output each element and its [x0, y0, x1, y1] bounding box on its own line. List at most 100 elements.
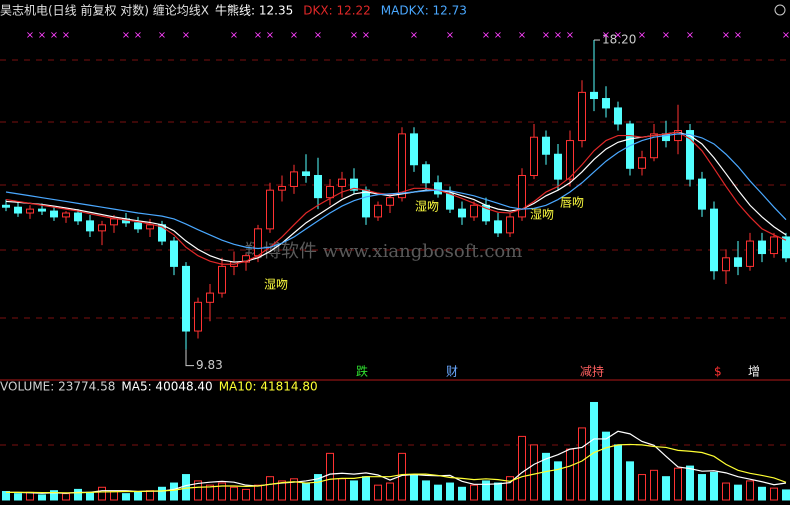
event-mark: 减持 — [580, 364, 604, 379]
event-mark: 跌 — [356, 364, 368, 379]
candle-body — [242, 255, 250, 263]
candle-body — [734, 257, 742, 267]
volume-legend: MA10: 41814.80 — [219, 380, 318, 394]
signal-mark: × — [542, 30, 550, 41]
volume-bar — [446, 482, 454, 501]
candle-body — [110, 218, 118, 226]
volume-bar — [638, 474, 646, 501]
candle-body — [458, 208, 466, 218]
candle-body — [74, 212, 82, 222]
candle-body — [338, 178, 346, 187]
volume-bar — [218, 482, 226, 501]
low-pointer — [185, 349, 194, 367]
signal-mark: × — [26, 30, 34, 41]
candle-body — [638, 157, 646, 169]
volume-bar — [422, 480, 430, 501]
settings-icon[interactable] — [774, 4, 786, 16]
signal-mark: × — [158, 30, 166, 41]
volume-bar — [266, 476, 274, 501]
volume-bar — [506, 476, 514, 501]
signal-mark: × — [554, 30, 562, 41]
candle-body — [614, 107, 622, 125]
signal-annotation: 唇吻 — [560, 196, 584, 210]
candle-body — [578, 91, 586, 142]
legend-entry: DKX: 12.22 — [303, 4, 371, 18]
signal-mark: × — [134, 30, 142, 41]
candle-body — [38, 208, 46, 212]
signal-mark: × — [410, 30, 418, 41]
volume-bar — [770, 487, 778, 501]
chart-title: 昊志机电(日线 前复权 对数) 缠论均线X — [0, 3, 209, 18]
signal-mark: × — [722, 30, 730, 41]
volume-bar — [614, 444, 622, 501]
candle-body — [446, 193, 454, 210]
event-mark: 财 — [446, 365, 458, 379]
candle-body — [2, 204, 10, 208]
candle-body — [314, 174, 322, 199]
event-mark: 增 — [748, 365, 760, 379]
volume-bar — [662, 476, 670, 501]
candle-body — [422, 164, 430, 184]
legend-entry: MADKX: 12.73 — [381, 4, 467, 18]
volume-label: VOLUME: 23774.58 — [0, 380, 115, 394]
volume-bar — [386, 482, 394, 501]
candle-body — [326, 185, 334, 199]
candle-body — [98, 224, 106, 232]
low-label: 9.83 — [196, 358, 223, 372]
candle-body — [290, 171, 298, 187]
volume-bar — [98, 486, 106, 501]
candle-body — [278, 185, 286, 191]
volume-bar — [230, 486, 238, 501]
signal-mark: × — [734, 30, 742, 41]
volume-bar — [158, 486, 166, 501]
volume-bar — [434, 484, 442, 501]
candle-body — [410, 133, 418, 166]
signal-mark: × — [254, 30, 262, 41]
signal-mark: × — [662, 30, 670, 41]
candle-body — [590, 91, 598, 100]
volume-bar — [698, 474, 706, 501]
volume-bar — [134, 491, 142, 501]
volume-bar — [410, 474, 418, 501]
volume-ma-line — [6, 443, 787, 494]
volume-bar — [362, 476, 370, 501]
signal-annotation: 湿吻 — [415, 199, 439, 214]
watermark: 翔博软件 www.xiangbosoft.com — [245, 241, 522, 262]
candle-body — [182, 265, 190, 332]
signal-mark: × — [290, 30, 298, 41]
volume-bar — [482, 480, 490, 501]
volume-bar — [710, 471, 718, 501]
signal-mark: × — [602, 30, 610, 41]
candle-body — [494, 220, 502, 234]
volume-bar — [170, 482, 178, 501]
signal-mark: × — [494, 30, 502, 41]
volume-bar — [194, 480, 202, 501]
volume-bar — [602, 431, 610, 501]
candle-body — [218, 265, 226, 294]
volume-bar — [530, 444, 538, 501]
ma-line — [5, 133, 787, 250]
volume-bar — [86, 491, 94, 501]
volume-bar — [782, 489, 790, 501]
signal-mark: × — [38, 30, 46, 41]
candle-body — [374, 204, 382, 218]
candle-body — [266, 189, 274, 230]
signal-mark: × — [518, 30, 526, 41]
candle-body — [698, 178, 706, 210]
candle-body — [758, 240, 766, 255]
signal-mark: × — [62, 30, 70, 41]
signal-mark: × — [638, 30, 646, 41]
volume-bar — [110, 491, 118, 501]
candle-body — [62, 212, 70, 218]
volume-bar — [350, 480, 358, 501]
volume-bar — [50, 490, 58, 501]
volume-bar — [242, 488, 250, 501]
volume-bar — [278, 480, 286, 501]
signal-mark: × — [314, 30, 322, 41]
candle-body — [350, 178, 358, 191]
candle-body — [398, 133, 406, 199]
signal-mark: × — [566, 30, 574, 41]
volume-bar — [734, 484, 742, 501]
